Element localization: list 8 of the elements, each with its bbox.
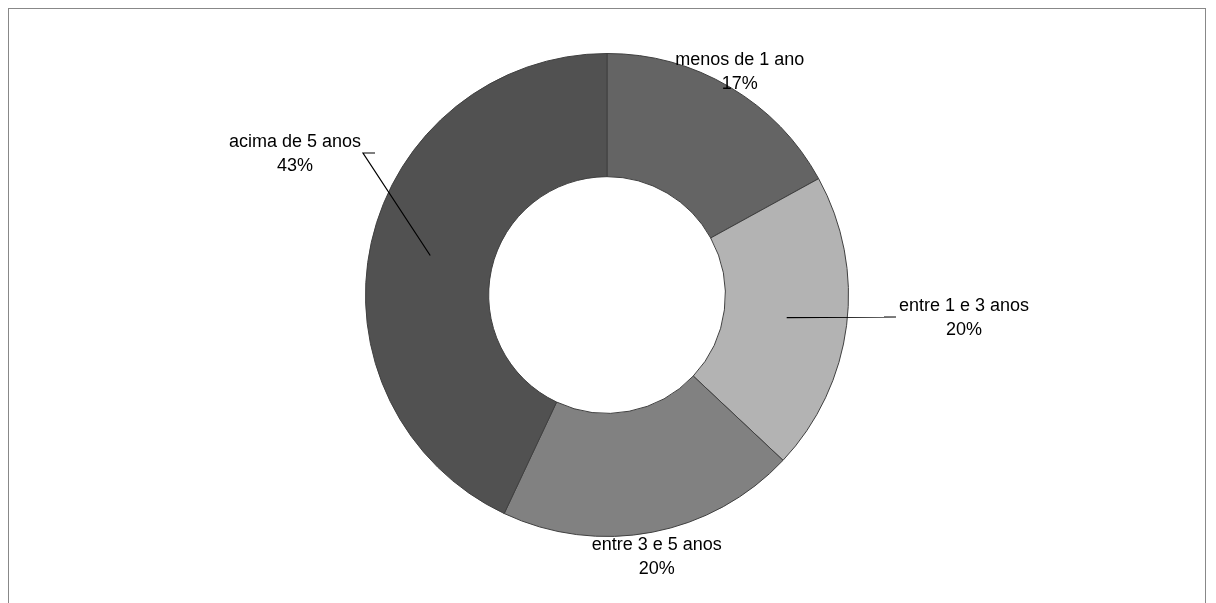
data-label: 17% [721,72,758,93]
data-label: 43% [276,155,314,175]
data-label: 20% [638,557,675,578]
slice-label: entre 3 e 5 anos [591,533,722,554]
data-label: 20% [945,319,983,339]
slice-label: acima de 5 anos [228,131,362,151]
slice-label: menos de 1 ano [675,48,805,69]
slice-label: entre 1 e 3 anos [898,295,1030,315]
